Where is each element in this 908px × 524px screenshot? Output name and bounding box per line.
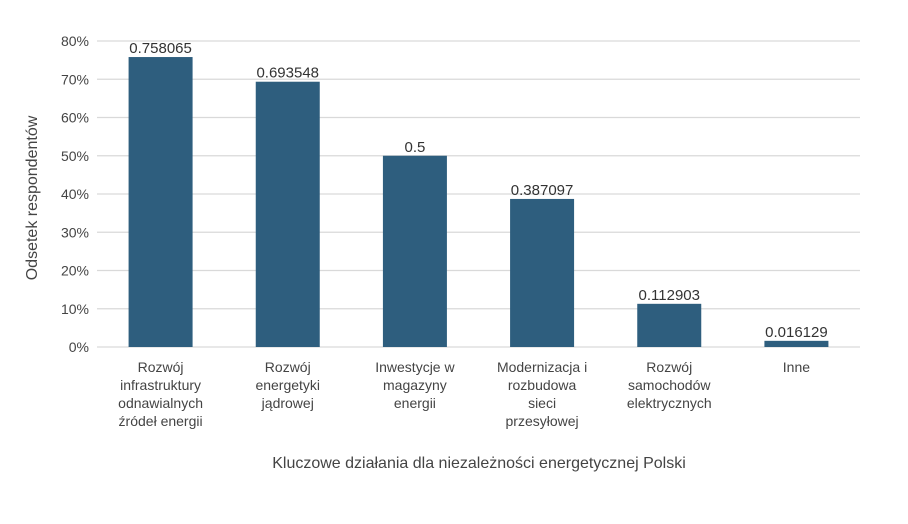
- category-label: Rozwój infrastruktury odnawialnych źródeł e…: [118, 359, 203, 429]
- category-label-line: Rozwój: [265, 359, 311, 375]
- y-tick-label: 40%: [61, 186, 89, 202]
- category-label-line: samochodów: [628, 377, 711, 393]
- category-label-line: Rozwój: [646, 359, 692, 375]
- bar: [382, 155, 447, 347]
- category-label-line: infrastruktury: [120, 377, 201, 393]
- y-tick-label: 10%: [61, 301, 89, 317]
- category-label-line: sieci: [528, 395, 556, 411]
- bar: [510, 198, 575, 347]
- data-label: 0.5: [404, 139, 425, 156]
- bar: [128, 57, 193, 348]
- y-tick-label: 50%: [61, 148, 89, 164]
- category-label-line: przesyłowej: [506, 413, 579, 429]
- category-label-line: jądrowej: [261, 395, 314, 411]
- category-label-line: elektrycznych: [627, 395, 712, 411]
- data-label: 0.016129: [765, 324, 828, 341]
- category-label: Rozwój samochodów elektrycznych: [627, 359, 712, 411]
- y-tick-label: 20%: [61, 263, 89, 279]
- bar: [637, 303, 702, 347]
- bars: [128, 57, 829, 348]
- bar: [255, 81, 320, 347]
- y-axis-ticks: 0% 10% 20% 30% 40% 50% 60% 70% 80%: [61, 33, 89, 355]
- data-label: 0.693548: [256, 65, 319, 82]
- category-label-line: magazyny: [383, 377, 447, 393]
- category-label-line: odnawialnych: [118, 395, 203, 411]
- y-axis-title: Odsetek respondentów: [24, 115, 41, 280]
- category-label-line: energii: [394, 395, 436, 411]
- y-tick-label: 60%: [61, 110, 89, 126]
- data-label: 0.758065: [129, 40, 192, 57]
- category-label-line: Modernizacja i: [497, 359, 587, 375]
- y-tick-label: 80%: [61, 33, 89, 49]
- category-label: Modernizacja i rozbudowa sieci przesyłowej: [497, 359, 587, 429]
- y-tick-label: 30%: [61, 224, 89, 240]
- category-label-line: rozbudowa: [508, 377, 577, 393]
- category-label: Rozwój energetyki jądrowej: [255, 359, 320, 411]
- category-label-line: energetyki: [255, 377, 320, 393]
- category-label-line: Inwestycje w: [375, 359, 455, 375]
- data-label: 0.387097: [511, 182, 574, 199]
- data-labels: 0.758065 0.693548 0.5 0.387097 0.112903 0.016…: [129, 40, 827, 341]
- bar: [764, 340, 829, 347]
- y-tick-label: 70%: [61, 71, 89, 87]
- category-label-line: źródeł energii: [119, 413, 203, 429]
- x-axis-title: Kluczowe działania dla niezależności ene…: [272, 455, 686, 472]
- y-tick-label: 0%: [69, 339, 89, 355]
- category-label: Inne: [783, 359, 810, 375]
- category-label-line: Inne: [783, 359, 810, 375]
- category-label-line: Rozwój: [138, 359, 184, 375]
- grid-lines: [97, 40, 860, 348]
- data-label: 0.112903: [639, 287, 700, 304]
- category-label: Inwestycje w magazyny energii: [375, 359, 455, 411]
- x-axis-categories: Rozwój infrastruktury odnawialnych źródeł e…: [118, 359, 810, 429]
